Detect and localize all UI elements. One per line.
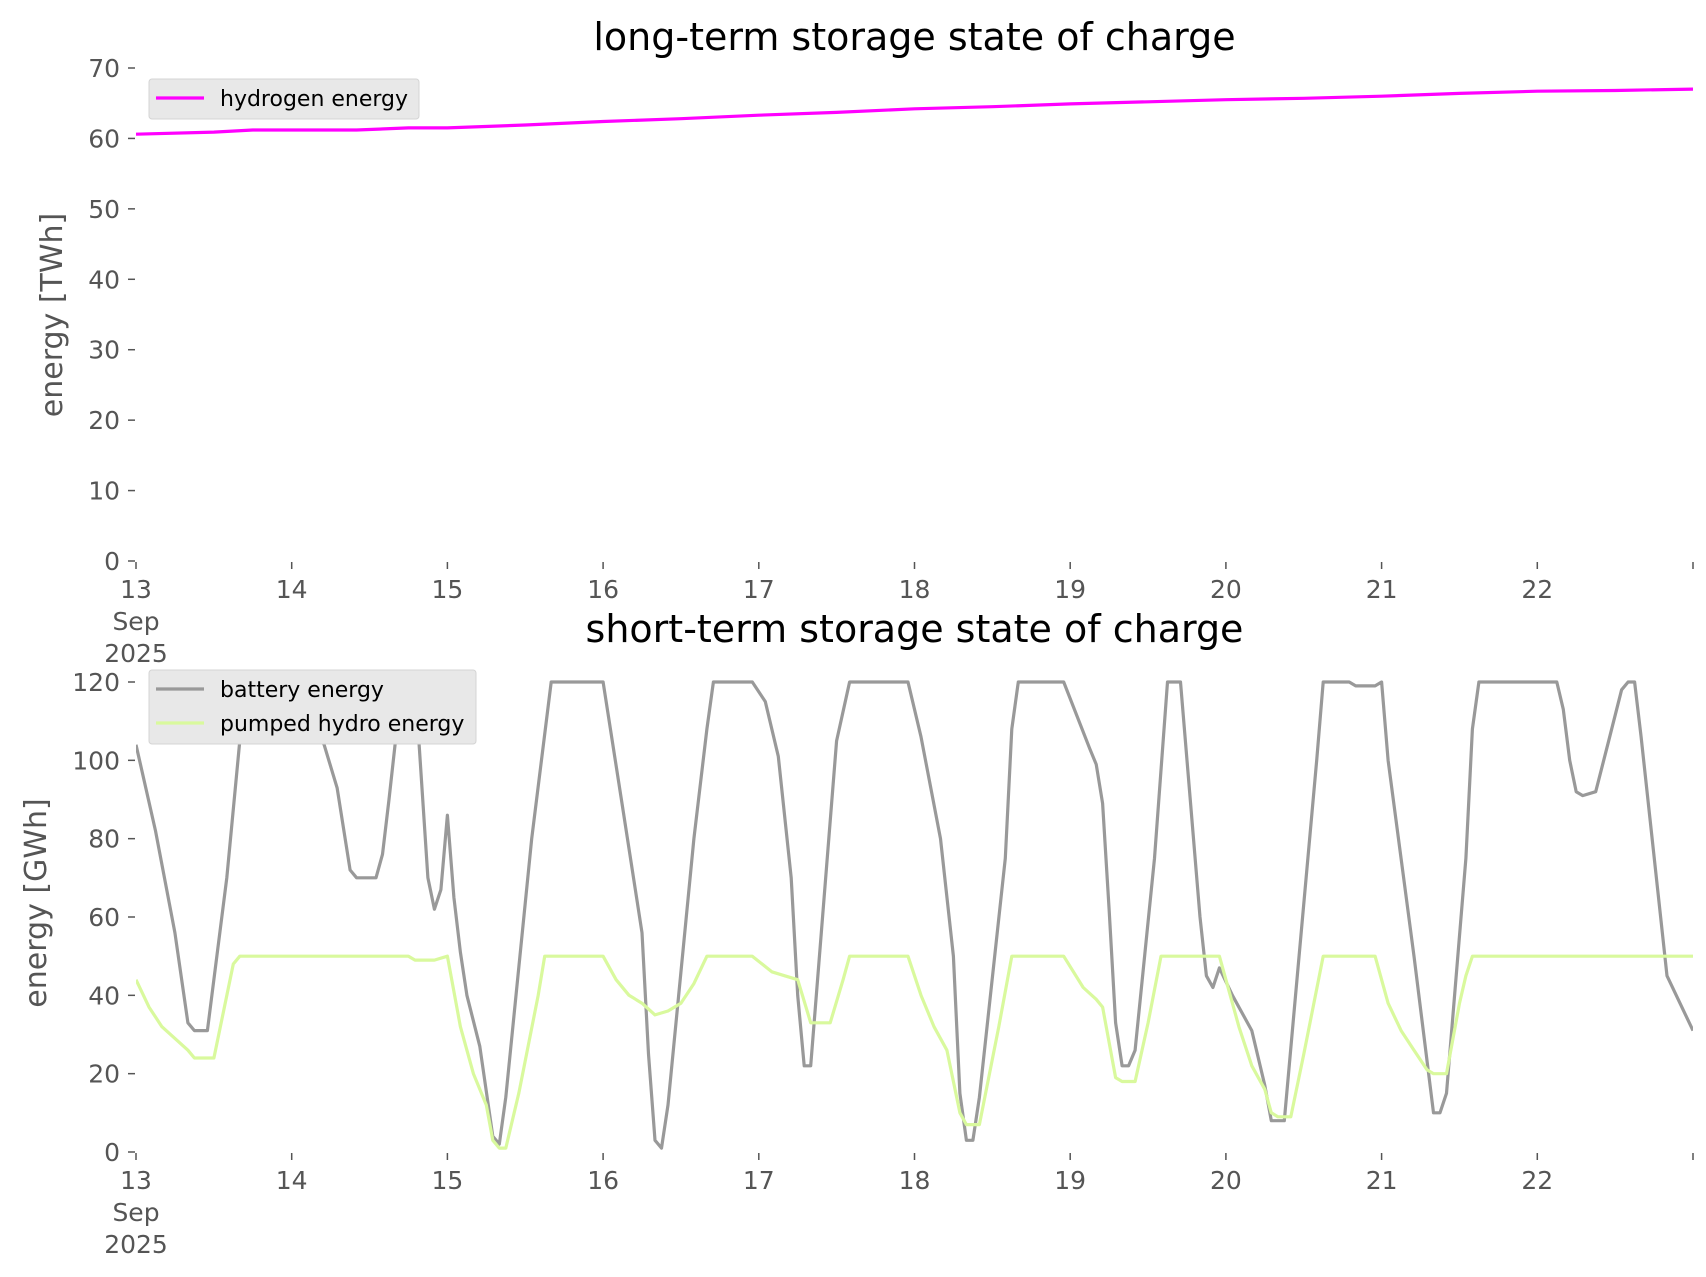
- y-tick-label: 50: [88, 195, 120, 224]
- x-tick-label: 22: [1521, 1166, 1553, 1195]
- x-tick-label: Sep: [112, 1198, 159, 1227]
- short-term-storage-chart: short-term storage state of charge energy…: [19, 607, 1694, 1259]
- long-term-storage-chart: long-term storage state of charge energy …: [35, 15, 1694, 668]
- y-tick-label: 120: [72, 668, 120, 697]
- y-tick-label: 40: [88, 265, 120, 294]
- y-axis-label: energy [GWh]: [19, 798, 54, 1007]
- x-tick-label: 14: [276, 1166, 308, 1195]
- x-tick-label: 16: [587, 1166, 619, 1195]
- x-tick-label: 20: [1210, 575, 1242, 604]
- x-tick-label: 20: [1210, 1166, 1242, 1195]
- x-tick-label: 17: [743, 1166, 775, 1195]
- y-tick-label: 70: [88, 54, 120, 83]
- x-tick-label: 2025: [104, 639, 168, 668]
- y-tick-label: 60: [88, 903, 120, 932]
- chart-title: long-term storage state of charge: [593, 15, 1235, 59]
- x-tick-label: 18: [899, 575, 931, 604]
- series-line-hydrogen-energy: [136, 87, 1693, 136]
- legend-label: pumped hydro energy: [220, 712, 464, 737]
- legend: battery energy pumped hydro energy: [148, 669, 477, 745]
- x-tick-label: 15: [431, 575, 463, 604]
- legend-box: [148, 78, 420, 120]
- y-tick-label: 60: [88, 124, 120, 153]
- x-tick-label: 2025: [104, 1230, 168, 1259]
- y-tick-label: 100: [72, 746, 120, 775]
- y-tick-label: 10: [88, 477, 120, 506]
- y-tick-label: 20: [88, 406, 120, 435]
- x-tick-label: 13: [120, 1166, 152, 1195]
- legend-box: [148, 669, 477, 745]
- y-tick-label: 30: [88, 336, 120, 365]
- x-tick-label: 13: [120, 575, 152, 604]
- y-tick-label: 40: [88, 981, 120, 1010]
- chart-title: short-term storage state of charge: [586, 607, 1244, 651]
- x-tick-label: 21: [1366, 1166, 1398, 1195]
- y-tick-label: 20: [88, 1060, 120, 1089]
- series-line-pumped-hydro-energy: [136, 954, 1693, 1150]
- legend-label: hydrogen energy: [220, 87, 408, 112]
- x-tick-label: 16: [587, 575, 619, 604]
- x-tick-label: 15: [431, 1166, 463, 1195]
- y-axis-label: energy [TWh]: [35, 213, 70, 417]
- x-tick-label: 17: [743, 575, 775, 604]
- legend-label: battery energy: [220, 678, 384, 703]
- x-tick-label: 21: [1366, 575, 1398, 604]
- x-tick-label: 22: [1521, 575, 1553, 604]
- y-tick-label: 80: [88, 825, 120, 854]
- y-tick-label: 0: [104, 1138, 120, 1167]
- x-tick-label: 19: [1054, 1166, 1086, 1195]
- x-tick-label: 18: [899, 1166, 931, 1195]
- legend: hydrogen energy: [148, 78, 420, 120]
- series-line-battery-energy: [136, 680, 1693, 1150]
- y-tick-label: 0: [104, 547, 120, 576]
- x-tick-label: 19: [1054, 575, 1086, 604]
- x-tick-label: 14: [276, 575, 308, 604]
- x-tick-label: Sep: [112, 607, 159, 636]
